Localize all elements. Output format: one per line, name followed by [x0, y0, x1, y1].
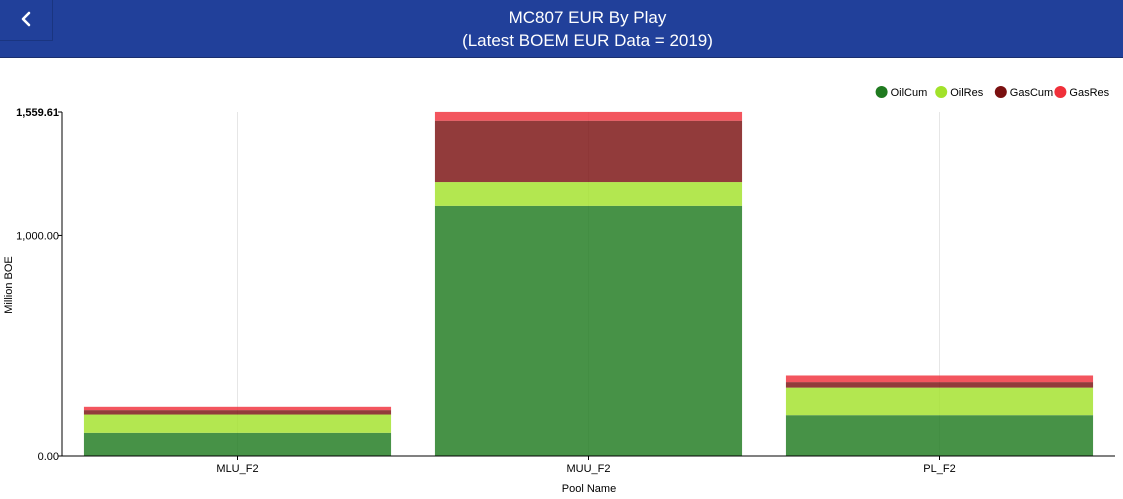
bar-mlu_f2-oilres[interactable]	[83, 414, 392, 433]
bar-muu_f2-oilres[interactable]	[434, 182, 743, 206]
legend-item-oilres[interactable]: OilRes	[935, 86, 984, 99]
bar-pl_f2-oilcum[interactable]	[785, 415, 1094, 456]
chart-title: MC807 EUR By Play (Latest BOEM EUR Data …	[52, 6, 1123, 52]
bar-layer	[83, 111, 1094, 456]
bar-muu_f2-gasres[interactable]	[434, 111, 743, 121]
legend-label: OilCum	[891, 87, 928, 99]
bar-pl_f2-oilres[interactable]	[785, 387, 1094, 416]
bar-pl_f2-gascum[interactable]	[785, 382, 1094, 388]
legend-label: OilRes	[950, 87, 984, 99]
legend-swatch	[875, 86, 888, 98]
y-tick-label: 1,559.61	[16, 107, 59, 119]
legend-label: GasCum	[1010, 87, 1053, 99]
legend-swatch	[994, 86, 1007, 98]
bar-mlu_f2-gasres[interactable]	[83, 406, 392, 411]
y-tick-label: 1,000.00	[16, 230, 59, 242]
y-tick-label: 0.00	[38, 451, 59, 463]
y-axis-title: Million BOE	[3, 256, 15, 313]
title-line-1: MC807 EUR By Play	[508, 8, 667, 27]
axis-layer: 0.00 1,000.00 1,559.61 MLU_F2 MUU_F2 PL_F2	[16, 107, 1115, 475]
bar-muu_f2-gascum[interactable]	[434, 120, 743, 183]
legend-swatch	[935, 86, 948, 98]
bar-mlu_f2-gascum[interactable]	[83, 410, 392, 415]
title-line-2: (Latest BOEM EUR Data = 2019)	[462, 31, 713, 50]
bar-muu_f2-oilcum[interactable]	[434, 205, 743, 456]
legend-item-gasres[interactable]: GasRes	[1054, 86, 1110, 99]
bar-mlu_f2-oilcum[interactable]	[83, 432, 392, 456]
legend-item-oilcum[interactable]: OilCum	[875, 86, 928, 99]
stacked-bar-chart: 0.00 1,000.00 1,559.61 MLU_F2 MUU_F2 PL_F2 Oi…	[3, 86, 1115, 495]
legend: OilCum OilRes GasCum GasRes	[875, 86, 1110, 99]
legend-label: GasRes	[1069, 87, 1109, 99]
x-tick-label-pl_f2: PL_F2	[923, 463, 955, 475]
x-tick-label-muu_f2: MUU_F2	[566, 463, 610, 475]
header-bar: MC807 EUR By Play (Latest BOEM EUR Data …	[0, 0, 1123, 58]
x-tick-label-mlu_f2: MLU_F2	[216, 463, 258, 475]
back-button[interactable]	[0, 0, 53, 41]
bar-pl_f2-gasres[interactable]	[785, 375, 1094, 383]
legend-swatch	[1054, 86, 1067, 98]
legend-item-gascum[interactable]: GasCum	[994, 86, 1053, 99]
chevron-left-icon	[19, 7, 33, 33]
x-axis-title: Pool Name	[562, 483, 616, 495]
